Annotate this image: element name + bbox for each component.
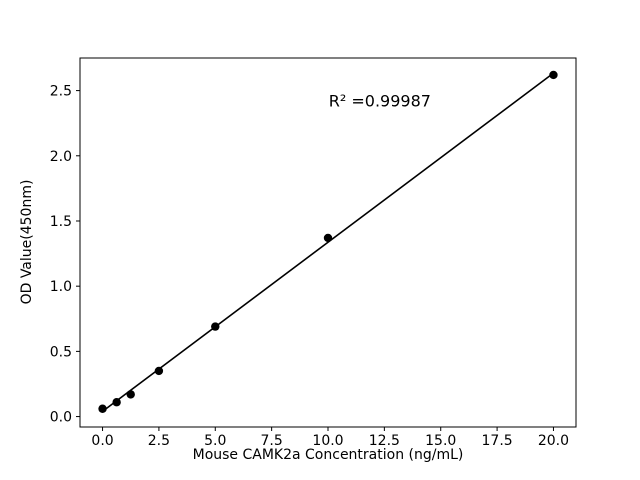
x-tick-label: 15.0 xyxy=(425,433,456,449)
x-tick-label: 12.5 xyxy=(369,433,400,449)
data-point xyxy=(154,366,164,376)
y-tick-label: 2.0 xyxy=(50,149,72,165)
y-tick-label: 1.0 xyxy=(50,279,72,295)
y-tick-label: 0.5 xyxy=(50,344,72,360)
data-point xyxy=(126,390,135,399)
x-tick-label: 5.0 xyxy=(204,433,226,449)
r-squared-annotation: R² =0.99987 xyxy=(328,91,431,111)
y-axis-label: OD Value(450nm) xyxy=(19,179,35,305)
y-tick-label: 0.0 xyxy=(50,410,72,426)
x-tick-label: 10.0 xyxy=(312,433,343,449)
data-point xyxy=(112,398,121,407)
x-tick-label: 2.5 xyxy=(148,433,170,449)
y-tick-label: 2.5 xyxy=(50,84,72,100)
data-point xyxy=(98,404,107,413)
x-tick-label: 7.5 xyxy=(261,433,283,449)
x-axis-label: Mouse CAMK2a Concentration (ng/mL) xyxy=(192,447,464,463)
data-point xyxy=(323,233,333,243)
data-point xyxy=(211,322,220,331)
x-tick-label: 0.0 xyxy=(91,433,113,449)
x-tick-label: 20.0 xyxy=(538,433,569,449)
data-point xyxy=(549,70,558,80)
fit-line xyxy=(102,72,554,412)
y-tick-label: 1.5 xyxy=(50,214,72,230)
x-tick-label: 17.5 xyxy=(482,433,513,449)
